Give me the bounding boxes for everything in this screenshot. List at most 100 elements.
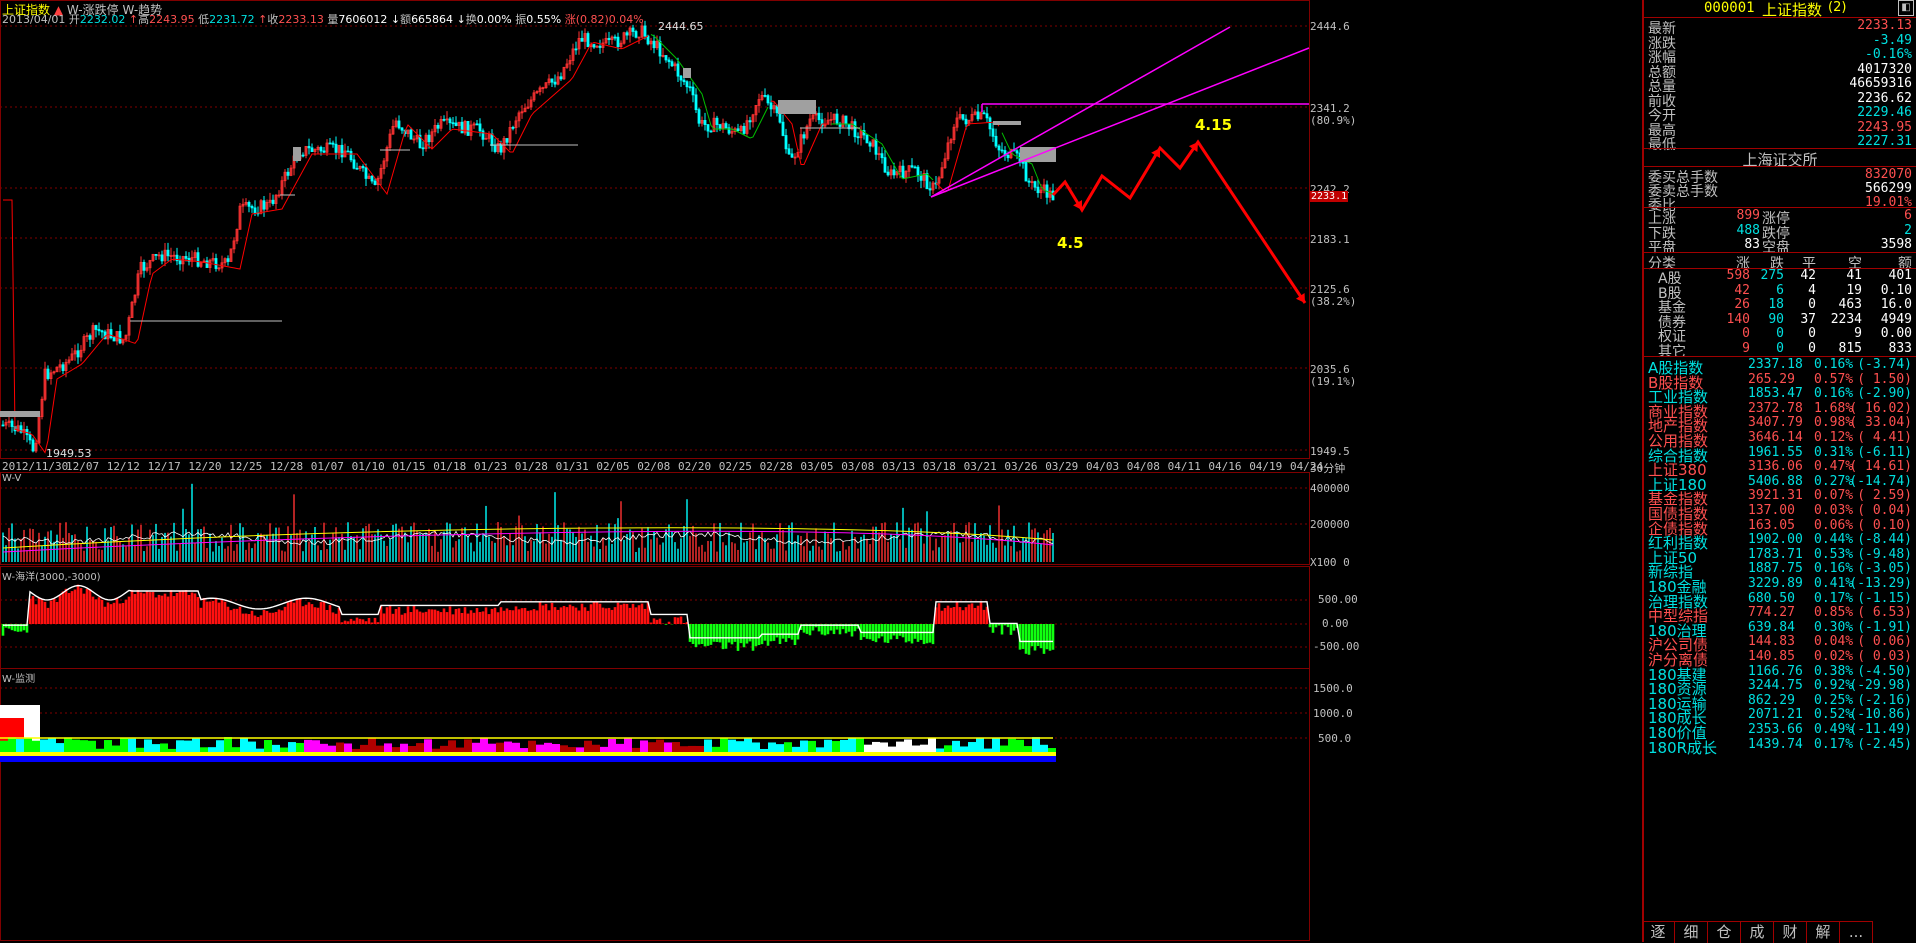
index-row[interactable]: 公用指数 3646.14 0.12%( 4.41)	[1644, 430, 1916, 450]
indicator-trend[interactable]: W-趋势	[122, 3, 163, 17]
index-row[interactable]: 上证50 1783.71 0.53% (-9.48)	[1644, 546, 1916, 567]
panel-tab[interactable]: 成	[1741, 921, 1774, 943]
monitor-block	[544, 752, 552, 756]
index-name: 国债指数	[1648, 505, 1709, 523]
index-row[interactable]: 180成长 2071.21 0.52% (-10.86)	[1644, 707, 1916, 727]
candle-body	[559, 76, 563, 80]
monitor-block	[952, 752, 960, 756]
class-row: B股 42 6 4 19 0.10	[1644, 282, 1916, 302]
chart-canvas[interactable]	[0, 0, 1642, 942]
chart-area[interactable]: 上证指数 ▲ W-涨跌停 W-趋势 2013/04/01 开2232.02 ↑高…	[0, 0, 1650, 942]
monitor-block	[824, 756, 832, 762]
panel-page[interactable]: (2)	[1828, 0, 1847, 15]
index-row[interactable]: 治理指数 680.50 0.17% (-1.15)	[1644, 591, 1916, 611]
panel-tab[interactable]: 解	[1807, 921, 1840, 943]
index-row[interactable]: 180资源 3244.75 0.92% (-29.98)	[1644, 678, 1916, 698]
monitor-block	[96, 752, 104, 756]
index-row[interactable]: 工业指数 1853.47 0.16% (-2.90)	[1644, 386, 1916, 406]
monitor-block	[72, 756, 80, 762]
candle-body	[547, 78, 551, 84]
index-row[interactable]: 沪公司债 144.83 0.04%( 0.06)	[1644, 634, 1916, 654]
index-row[interactable]: 180治理 639.84 0.30% (-1.91)	[1644, 620, 1916, 640]
index-row[interactable]: 沪分离债 140.85 0.02%( 0.03)	[1644, 649, 1916, 669]
index-row[interactable]: 商业指数 2372.78 1.68%( 16.02)	[1644, 401, 1916, 421]
candle-body	[316, 146, 320, 150]
candle-body	[685, 81, 689, 88]
monitor-block	[432, 748, 440, 752]
index-row[interactable]: 中型综指 774.27 0.85%( 6.53)	[1644, 605, 1916, 625]
class-name: 债券	[1658, 314, 1686, 331]
panel-toggle-icon[interactable]: ◧	[1898, 0, 1914, 16]
period-label[interactable]: 30分钟	[1310, 462, 1346, 475]
breadth-value: 2	[1904, 222, 1912, 238]
index-pct: 0.02%	[1814, 649, 1854, 664]
index-change: ( 0.06)	[1857, 634, 1912, 650]
breadth-row: 上涨 899 涨停 6	[1644, 208, 1916, 227]
breadth-label: 上涨	[1648, 211, 1676, 227]
monitor-block	[808, 756, 816, 762]
index-name: B股指数	[1648, 373, 1704, 392]
index-row[interactable]: 综合指数 1961.55 0.31% (-6.11)	[1644, 445, 1916, 465]
candle-body	[508, 127, 512, 143]
index-row[interactable]: B股指数 265.29 0.57%( 1.50)	[1644, 372, 1916, 392]
monitor-block	[472, 756, 480, 762]
candle-body	[907, 165, 911, 172]
panel-tabs[interactable]: 逐细仓成财解...	[1642, 921, 1916, 943]
index-change: (-10.86)	[1849, 707, 1912, 723]
monitor-block	[720, 752, 728, 756]
indicator-limit[interactable]: W-涨跌停	[66, 3, 119, 17]
monitor-block	[552, 752, 560, 756]
panel-tab[interactable]: 逐	[1642, 921, 1675, 943]
up-arrow-icon: ↑	[128, 13, 139, 26]
candle-body	[439, 119, 443, 129]
candle-body	[787, 148, 791, 155]
candle-body	[484, 137, 488, 140]
monitor-block	[832, 756, 840, 762]
candle-body	[877, 153, 881, 156]
index-row[interactable]: 上证380 3136.06 0.47%( 14.61)	[1644, 459, 1916, 479]
candle-body	[652, 40, 656, 49]
index-row[interactable]: 新综指 1887.75 0.16% (-3.05)	[1644, 561, 1916, 581]
index-row[interactable]: 红利指数 1902.00 0.44% (-8.44)	[1644, 532, 1916, 552]
monitor-block	[152, 752, 160, 756]
candle-body	[88, 335, 92, 340]
index-row[interactable]: A股指数 2337.18 0.16% (-3.74)	[1644, 357, 1916, 377]
time-axis-label: 12/17	[147, 460, 181, 473]
panel-tab[interactable]: 仓	[1708, 921, 1741, 943]
quote-panel: 000001 上证指数 (2) ◧ 最新 2233.13 涨跌 -3.49 涨幅 -0.1…	[1642, 0, 1916, 942]
index-row[interactable]: 180运输 862.29 0.25% (-2.16)	[1644, 693, 1916, 713]
class-cell: 6	[1776, 282, 1784, 298]
candle-body	[409, 129, 413, 140]
volume-unit-label: X100 0	[1310, 556, 1350, 569]
index-row[interactable]: 基金指数 3921.31 0.07%( 2.59)	[1644, 488, 1916, 508]
monitor-block	[856, 738, 864, 752]
monitor-block	[664, 756, 672, 762]
panel-tab[interactable]: 财	[1774, 921, 1807, 943]
monitor-block	[592, 752, 600, 756]
index-row[interactable]: 国债指数 137.00 0.03%( 0.04)	[1644, 503, 1916, 523]
time-axis-label: 03/29	[1045, 460, 1079, 473]
index-row[interactable]: 180基建 1166.76 0.38% (-4.50)	[1644, 664, 1916, 684]
forecast-arrowhead	[1188, 142, 1198, 152]
quote-label: 最新	[1648, 21, 1676, 37]
index-row[interactable]: 企债指数 163.05 0.06%( 0.10)	[1644, 518, 1916, 538]
breadth-label: 跌停	[1762, 225, 1790, 242]
candle-body	[112, 337, 116, 342]
candle-body	[115, 331, 119, 342]
index-price: 1902.00	[1748, 532, 1803, 548]
quote-row: 今开 2229.46	[1644, 105, 1916, 124]
monitor-block	[568, 752, 576, 756]
index-row[interactable]: 180金融 3229.89 0.41% (-13.29)	[1644, 576, 1916, 596]
monitor-block	[544, 742, 552, 752]
index-row[interactable]: 上证180 5406.88 0.27% (-14.74)	[1644, 474, 1916, 494]
index-row[interactable]: 180R成长 1439.74 0.17% (-2.45)	[1644, 737, 1916, 757]
monitor-block	[32, 752, 40, 756]
panel-tab[interactable]: 细	[1675, 921, 1708, 943]
index-row[interactable]: 180价值 2353.66 0.49% (-11.49)	[1644, 722, 1916, 742]
index-row[interactable]: 地产指数 3407.79 0.98%( 33.04)	[1644, 415, 1916, 435]
index-pct: 0.12%	[1814, 430, 1854, 445]
monitor-block	[672, 756, 680, 762]
panel-tab[interactable]: ...	[1840, 921, 1873, 943]
index-pct: 0.53%	[1814, 546, 1854, 562]
divider	[1644, 17, 1916, 18]
